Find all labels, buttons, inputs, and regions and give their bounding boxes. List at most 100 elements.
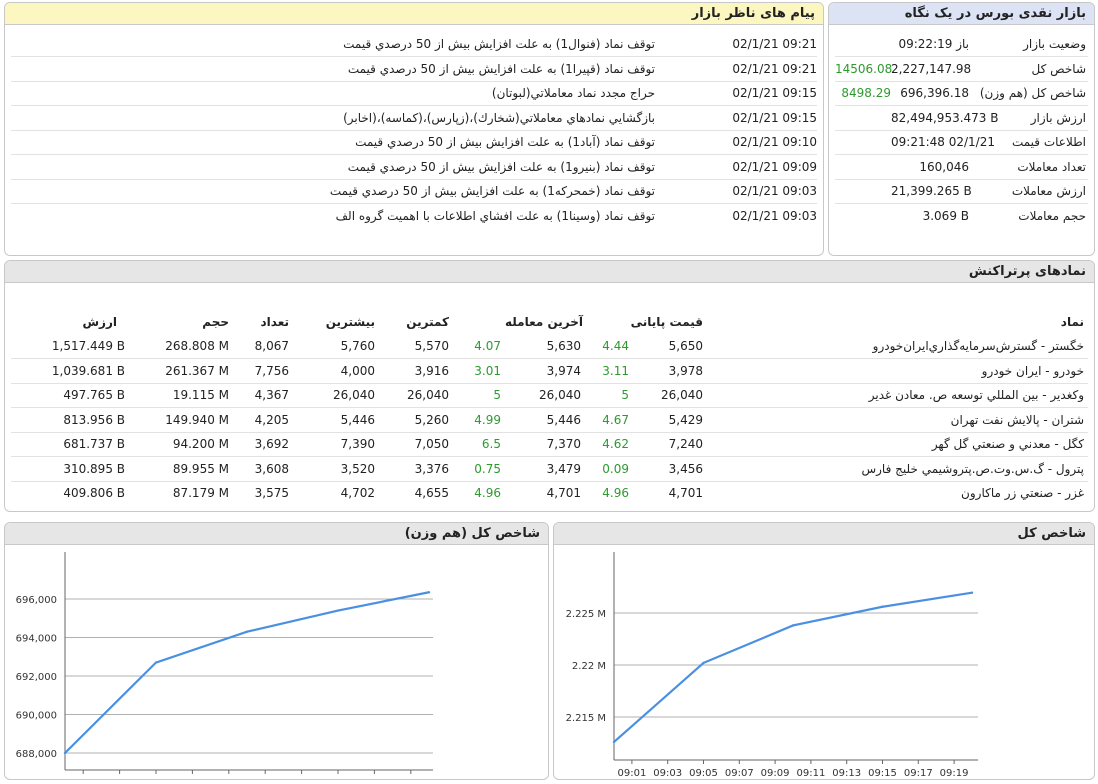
message-text[interactable]: بازگشايي نمادهاي معاملاتي(شخارك)،(زپارس)… <box>343 110 655 125</box>
message-text[interactable]: توقف نماد (وسينا1) به علت افشاي اطلاعات … <box>335 208 655 223</box>
cell-final-pct: 0.09 <box>602 461 629 476</box>
table-header-last[interactable]: آخرین معامله <box>504 315 583 329</box>
data-point <box>63 751 67 755</box>
cell-volume: 149.940 M <box>165 412 229 427</box>
table-row[interactable]: وكغدير - بين المللي توسعه ص. معادن غدير 2… <box>5 384 1094 407</box>
market-row-value: 3.069 B <box>922 208 969 223</box>
cell-value: 1,039.681 B <box>51 363 125 378</box>
table-row[interactable]: خودرو - ايران‌ خودرو 3,978 3.11 3,974 3.01 3,… <box>5 360 1094 383</box>
cell-value: 813.956 B <box>63 412 125 427</box>
message-text[interactable]: توقف نماد (آباد1) به علت افزايش بيش از 5… <box>355 135 655 149</box>
cell-symbol: وكغدير - بين المللي توسعه ص. معادن غدير <box>868 388 1084 402</box>
row-divider <box>11 382 1088 384</box>
data-point <box>154 661 158 664</box>
cell-value: 409.806 B <box>63 486 125 500</box>
row-divider <box>11 129 817 131</box>
cell-final-pct: 4.62 <box>602 437 629 451</box>
equal-weight-index-chart: 688,000 690,000 692,000 694,000 696,000 09:01… <box>16 552 433 780</box>
cell-final: 3,456 <box>668 461 703 476</box>
row-divider <box>11 105 817 106</box>
message-time: 02/1/21 09:21 <box>732 37 817 51</box>
cell-last: 3,479 <box>546 461 581 476</box>
table-row[interactable]: غزر - صنعتي زر ماكارون 4,701 4.96 4,701 4.96… <box>5 482 1094 505</box>
table-row[interactable]: شتران - پالايش نفت تهران 5,429 4.67 5,446 4.… <box>5 409 1094 432</box>
cell-max: 4,000 <box>340 363 375 378</box>
row-divider <box>11 56 817 57</box>
row-divider <box>11 431 1088 433</box>
data-point <box>336 609 340 612</box>
message-text[interactable]: توقف نماد (خمحركه1) به علت افزايش بيش از… <box>329 184 655 198</box>
x-tick-label: 09:15 <box>868 768 897 779</box>
cell-last: 7,370 <box>546 437 581 451</box>
cell-last-pct: 4.96 <box>474 486 501 500</box>
market-row-change: 14506.08 <box>835 61 893 76</box>
message-text[interactable]: توقف نماد (بنيرو1) به علت افزايش بيش از … <box>347 159 655 174</box>
x-tick-label: 09:19 <box>396 778 425 780</box>
cell-symbol: كگل - معدني و صنعتي گل گهر <box>931 437 1084 451</box>
table-header-volume[interactable]: حجم <box>202 315 229 329</box>
data-point <box>702 661 705 665</box>
message-text[interactable]: توقف نماد (قپيرا1) به علت افزايش بيش از … <box>347 61 655 76</box>
table-header-count[interactable]: تعداد <box>260 315 289 329</box>
row-divider <box>11 80 817 82</box>
cell-count: 4,205 <box>254 412 289 427</box>
y-tick-label: 696,000 <box>16 595 57 606</box>
x-tick-label: 09:11 <box>796 768 825 779</box>
cell-count: 3,608 <box>254 461 289 476</box>
market-row-value: 09:21:48 02/1/21 <box>891 135 995 149</box>
table-header-symbol[interactable]: نماد <box>1060 315 1084 329</box>
cell-max: 4,702 <box>340 486 375 500</box>
y-tick-label: 690,000 <box>16 711 57 722</box>
cell-final-pct: 4.67 <box>602 412 629 427</box>
x-tick-label: 09:17 <box>360 778 389 780</box>
cell-last-pct: 5 <box>493 388 501 402</box>
cell-count: 4,367 <box>254 388 289 402</box>
cell-max: 5,760 <box>340 339 375 353</box>
data-point <box>791 624 795 627</box>
table-row[interactable]: خگستر - گسترش‌سرمايه‌گذاري‌ايران‌خودرو 5,… <box>5 335 1094 358</box>
cell-count: 7,756 <box>254 363 289 378</box>
x-tick-label: 09:17 <box>904 768 933 779</box>
equal-weight-index-panel: شاخص کل (هم وزن) 688,000 690,000 692,000 69… <box>4 522 549 780</box>
series-line <box>64 591 430 754</box>
x-tick-label: 09:01 <box>617 768 646 779</box>
market-row-change: 8498.29 <box>841 86 891 100</box>
cell-final-pct: 3.11 <box>602 363 629 378</box>
message-text[interactable]: حراج مجدد نماد معاملاتي(لبوتان) <box>491 86 655 100</box>
x-tick-label: 09:03 <box>105 778 134 780</box>
market-row-value: 160,046 <box>919 159 969 174</box>
supervisor-messages-title: پیام های ناظر بازار <box>5 3 823 25</box>
table-row[interactable]: كگل - معدني و صنعتي گل گهر 7,240 4.62 7,370… <box>5 433 1094 456</box>
table-header-value[interactable]: ارزش <box>82 315 118 329</box>
y-tick-label: 688,000 <box>16 749 57 760</box>
table-header-min[interactable]: کمترین <box>406 315 449 329</box>
row-divider <box>11 358 1088 359</box>
y-tick-label: 694,000 <box>16 634 57 645</box>
x-tick-label: 09:01 <box>69 778 98 780</box>
x-tick-label: 09:07 <box>725 768 754 779</box>
total-index-chart: 2.215 M 2.22 M 2.225 M 09:01 09:03 09:05 09:07… <box>566 552 978 779</box>
market-row-value: 21,399.265 B <box>891 184 972 198</box>
cell-last: 5,630 <box>546 339 581 353</box>
table-header-max[interactable]: بیشترین <box>325 315 375 329</box>
table-header-final[interactable]: قیمت پایانی <box>630 315 703 329</box>
cell-min: 3,376 <box>414 461 449 476</box>
message-time: 02/1/21 09:09 <box>732 159 817 174</box>
data-point <box>970 591 974 594</box>
cell-volume: 19.115 M <box>172 388 229 402</box>
message-text[interactable]: توقف نماد (فنوال1) به علت افزايش بيش از … <box>343 37 655 51</box>
table-row[interactable]: پترول - گ.س.وت.ص.پتروشيمي خليج فارس 3,456… <box>5 458 1094 481</box>
cell-last-pct: 4.07 <box>474 339 501 353</box>
market-row-value: 82,494,953.473 B <box>891 110 999 125</box>
market-row-value: 2,227,147.98 <box>891 61 972 76</box>
cell-value: 310.895 B <box>63 461 125 476</box>
market-row-label: شاخص کل <box>1031 61 1086 76</box>
market-row-label: ارزش بازار <box>1030 110 1086 125</box>
cell-max: 5,446 <box>340 412 375 427</box>
row-divider <box>835 154 1088 155</box>
cell-volume: 94.200 M <box>172 437 229 451</box>
cell-symbol: شتران - پالايش نفت تهران <box>950 412 1084 427</box>
message-time: 02/1/21 09:03 <box>732 208 817 223</box>
cell-last: 3,974 <box>546 363 581 378</box>
cell-min: 3,916 <box>414 363 449 378</box>
